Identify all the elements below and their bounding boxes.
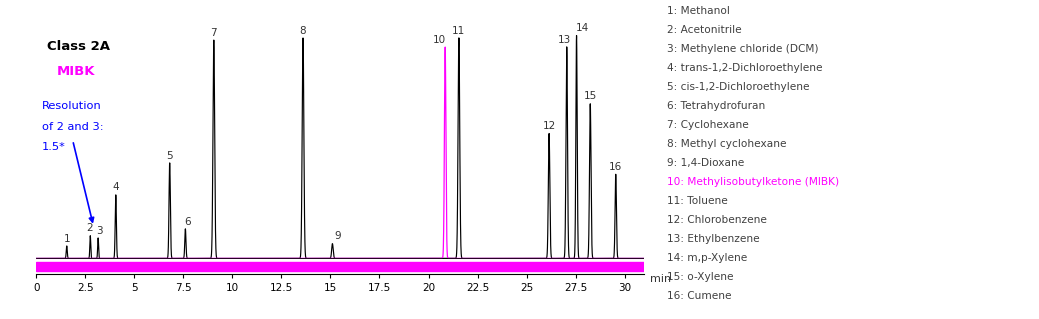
Text: 1.5*: 1.5*: [43, 142, 66, 152]
Text: 13: 13: [558, 34, 571, 45]
Text: 16: Cumene: 16: Cumene: [667, 291, 731, 300]
Text: 2: 2: [86, 223, 92, 234]
Text: 14: m,p-Xylene: 14: m,p-Xylene: [667, 253, 747, 263]
Text: 3: Methylene chloride (DCM): 3: Methylene chloride (DCM): [667, 44, 819, 54]
Text: 8: 8: [299, 26, 307, 35]
Text: 6: Tetrahydrofuran: 6: Tetrahydrofuran: [667, 101, 766, 111]
Text: 10: 10: [432, 34, 446, 45]
Text: 5: cis-1,2-Dichloroethylene: 5: cis-1,2-Dichloroethylene: [667, 82, 809, 92]
Text: 4: 4: [112, 182, 119, 192]
Text: 3: 3: [96, 226, 103, 236]
Text: 6: 6: [184, 217, 191, 226]
Text: min: min: [650, 274, 671, 284]
Text: 9: 1,4-Dioxane: 9: 1,4-Dioxane: [667, 158, 745, 168]
Text: 7: 7: [211, 28, 217, 38]
Text: Resolution: Resolution: [43, 101, 102, 111]
Text: 5: 5: [166, 151, 174, 160]
Text: 1: 1: [63, 234, 70, 244]
Text: 13: Ethylbenzene: 13: Ethylbenzene: [667, 234, 760, 244]
Text: 15: 15: [584, 92, 596, 101]
Text: 4: trans-1,2-Dichloroethylene: 4: trans-1,2-Dichloroethylene: [667, 63, 823, 73]
Text: 12: Chlorobenzene: 12: Chlorobenzene: [667, 215, 767, 225]
Text: 12: 12: [542, 121, 556, 131]
Text: 15: o-Xylene: 15: o-Xylene: [667, 271, 734, 282]
Text: MIBK: MIBK: [57, 65, 96, 78]
Text: 9: 9: [335, 231, 341, 241]
Text: of 2 and 3:: of 2 and 3:: [43, 122, 104, 132]
Bar: [36, 262, 644, 271]
Text: 1: Methanol: 1: Methanol: [667, 6, 730, 16]
Text: 8: Methyl cyclohexane: 8: Methyl cyclohexane: [667, 139, 787, 149]
Text: 10: Methylisobutylketone (MIBK): 10: Methylisobutylketone (MIBK): [667, 177, 840, 187]
Text: 2: Acetonitrile: 2: Acetonitrile: [667, 25, 742, 35]
Text: 11: 11: [452, 26, 465, 35]
Text: 7: Cyclohexane: 7: Cyclohexane: [667, 120, 749, 130]
Text: 11: Toluene: 11: Toluene: [667, 196, 728, 206]
Text: 14: 14: [576, 23, 589, 33]
Text: Class 2A: Class 2A: [47, 40, 110, 53]
Text: 16: 16: [609, 162, 622, 172]
